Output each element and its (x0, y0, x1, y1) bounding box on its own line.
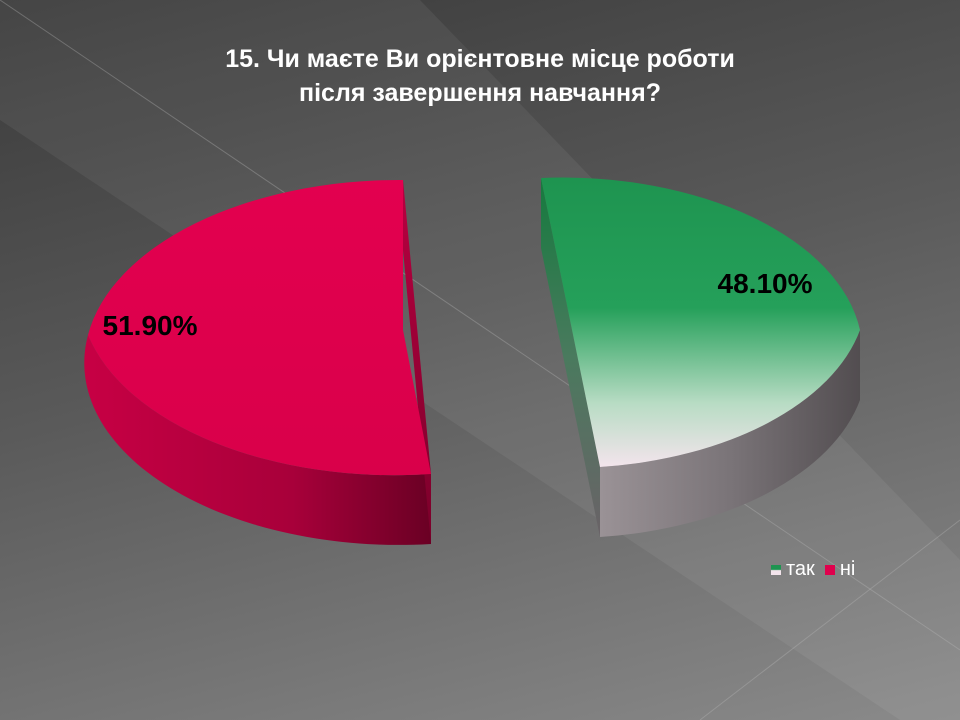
chart-title: 15. Чи маєте Ви орієнтовне місце роботи … (130, 42, 830, 110)
chart-title-line-2: після завершення навчання? (299, 79, 661, 107)
chart-legend: так ні (771, 558, 865, 581)
pie-slice-group-tak (541, 177, 860, 537)
legend-swatch-tak (771, 564, 781, 575)
legend-label-ni: ні (839, 558, 856, 580)
legend-swatch-ni (824, 564, 835, 575)
pie-slice-tak-top (541, 177, 860, 467)
pie-slice-group-ni (84, 179, 432, 545)
pie-slice-ni-top (88, 179, 431, 476)
legend-label-tak: так (786, 558, 815, 580)
pie-slice-tak-cut (541, 178, 600, 537)
data-label-tak: 48.10% (718, 268, 813, 299)
pie-slice-tak-side (600, 330, 860, 537)
legend-item-ni: ні (824, 558, 856, 581)
legend-item-tak: так (771, 558, 815, 581)
chart-title-line-1: 15. Чи маєте Ви орієнтовне місце роботи (225, 45, 735, 73)
pie-slice-ni-side (84, 335, 432, 545)
data-label-ni: 51.90% (103, 310, 198, 341)
